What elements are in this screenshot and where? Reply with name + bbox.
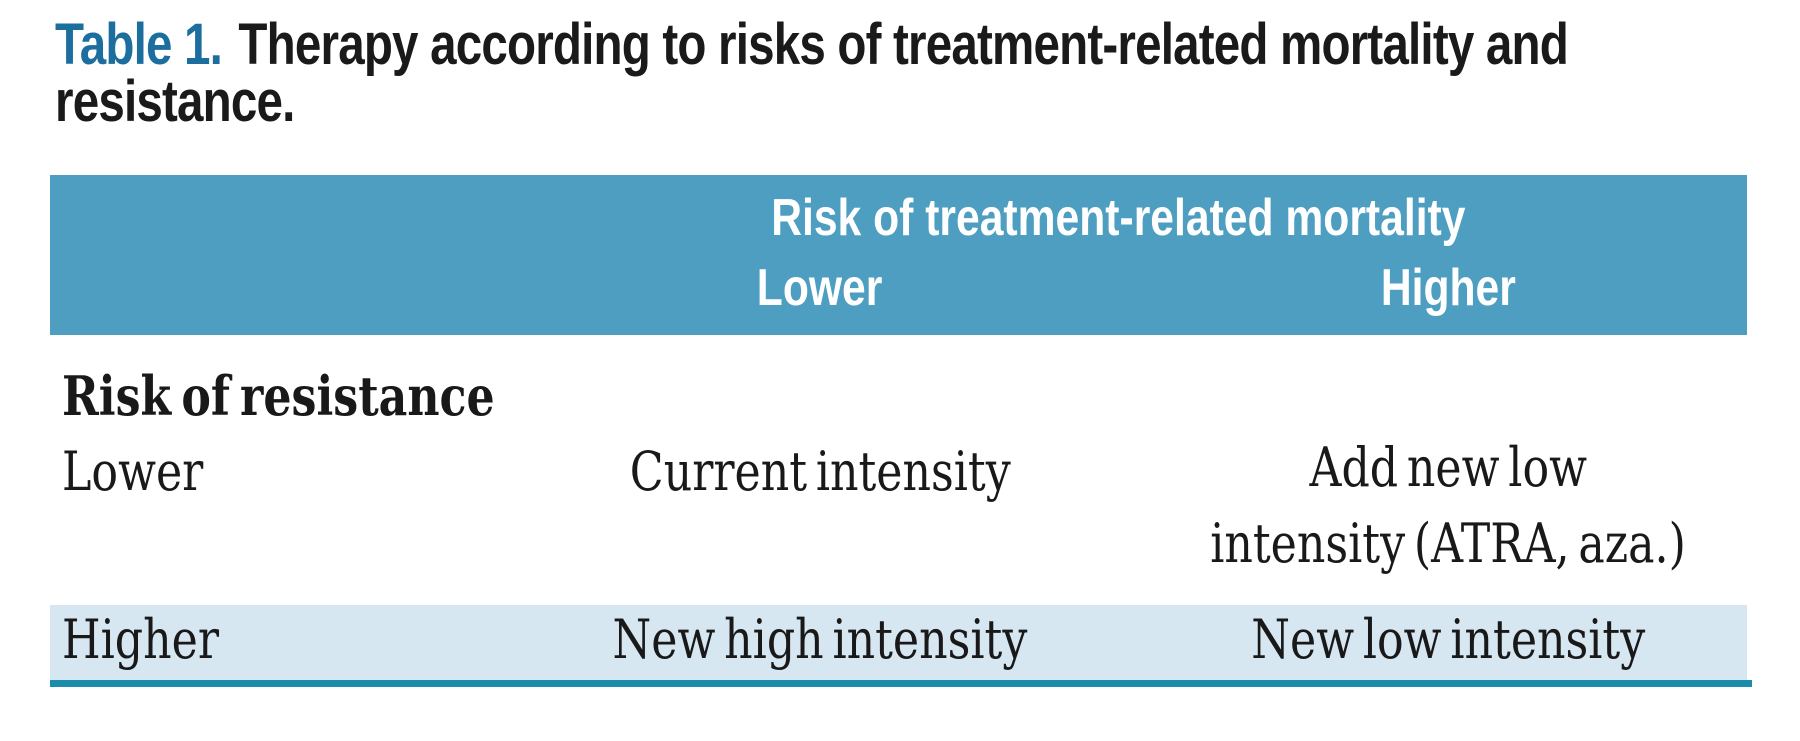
row-group-header: Risk of resistance [62, 366, 590, 426]
table-cell-add-new-low-line-2: intensity (ATRA, aza.) [1150, 514, 1747, 574]
table-cell-current-intensity: Current intensity [490, 442, 1150, 502]
table-cell-current-intensity-text: Current intensity [629, 440, 1011, 503]
table-cell-add-new-low-line-1-text: Add new low [1309, 436, 1588, 499]
row-label-higher-text: Higher [62, 608, 220, 671]
column-group-header-label: Risk of treatment-related mortality [771, 189, 1466, 247]
caption-line-2: resistance. [55, 69, 1795, 134]
caption-table-number: Table 1. [55, 12, 223, 77]
table-bottom-rule [50, 680, 1752, 687]
highlighted-row-background [50, 605, 1747, 680]
table-cell-new-low-intensity-text: New low intensity [1251, 608, 1646, 671]
table-cell-new-high-intensity-text: New high intensity [612, 608, 1028, 671]
table-cell-add-new-low-line-2-text: intensity (ATRA, aza.) [1210, 512, 1687, 575]
table-caption: Table 1. Therapy according to risks of tr… [55, 16, 1795, 134]
column-header-lower-label: Lower [757, 259, 883, 317]
row-label-lower: Lower [62, 442, 234, 502]
row-label-lower-text: Lower [62, 440, 204, 503]
caption-text-line-2: resistance. [55, 69, 295, 134]
table-cell-new-high-intensity: New high intensity [490, 610, 1150, 670]
column-header-higher-label: Higher [1380, 259, 1517, 317]
column-group-header: Risk of treatment-related mortality [490, 191, 1747, 245]
column-header-higher: Higher [1150, 261, 1747, 315]
caption-text-line-1: Therapy according to risks of treatment-… [238, 12, 1568, 77]
table-cell-new-low-intensity: New low intensity [1150, 610, 1747, 670]
row-label-higher: Higher [62, 610, 253, 670]
table-cell-add-new-low-line-1: Add new low [1150, 438, 1747, 498]
row-group-header-label: Risk of resistance [62, 364, 495, 428]
caption-line-1: Table 1. Therapy according to risks of tr… [55, 16, 1795, 74]
column-header-band: Risk of treatment-related mortality Lowe… [50, 175, 1747, 335]
column-header-lower: Lower [490, 261, 1150, 315]
